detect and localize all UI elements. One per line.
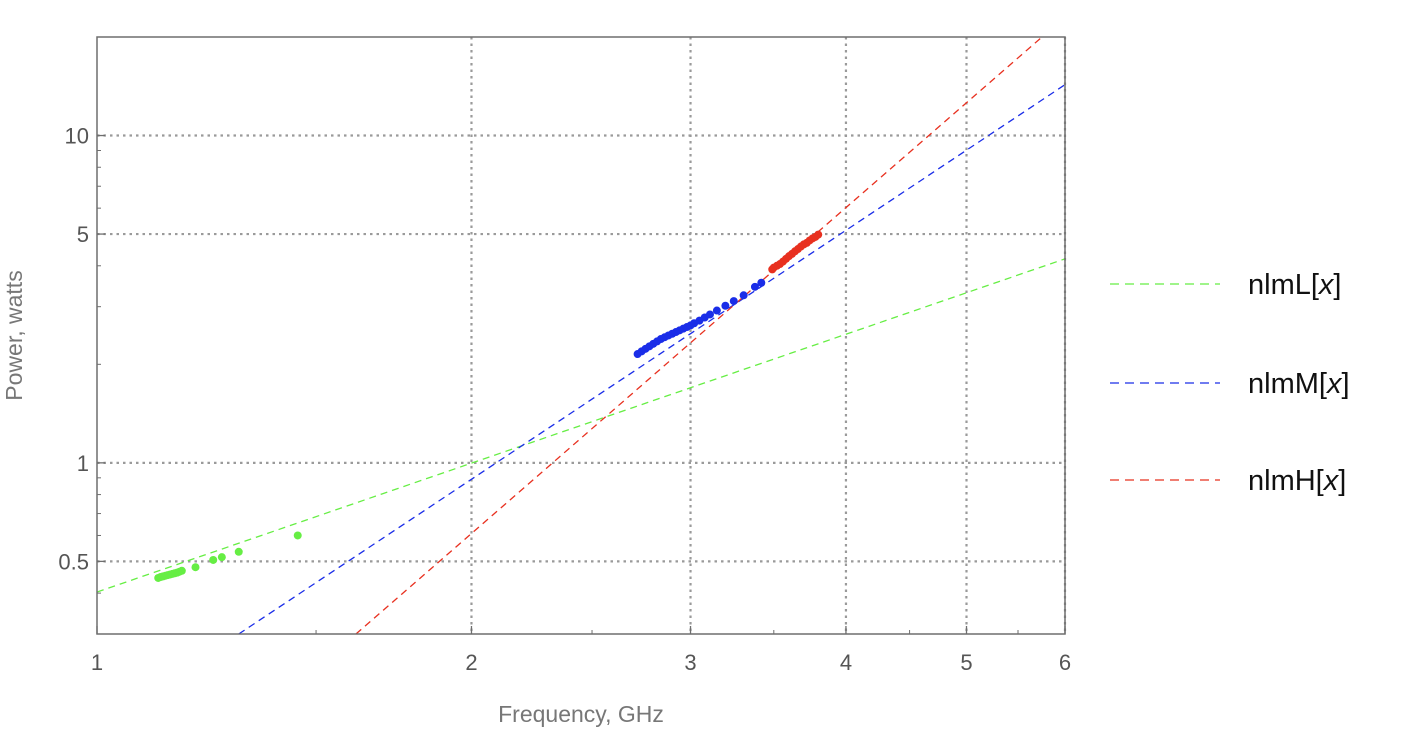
- fit-line-3: [355, 37, 1043, 634]
- x-tick-label: 3: [684, 650, 696, 675]
- data-point-series-1: [217, 553, 226, 562]
- data-point-series-2: [721, 301, 730, 310]
- x-tick-label: 4: [840, 650, 852, 675]
- data-point-series-3: [814, 230, 823, 239]
- legend-label-2: nlmM[x]: [1248, 368, 1350, 400]
- data-points: [154, 230, 823, 582]
- data-point-series-1: [234, 547, 243, 556]
- plot-frame: [96, 36, 1066, 635]
- data-point-series-1: [191, 563, 200, 572]
- legend: nlmL[x] nlmM[x] nlmH[x]: [1110, 269, 1350, 497]
- data-point-series-2: [739, 291, 748, 300]
- axis-ticks: 1 2 3 4 5 6 0.5 1 5 10: [58, 36, 1071, 675]
- y-tick-label: 1: [77, 451, 89, 476]
- data-point-series-1: [293, 531, 302, 540]
- data-point-series-1: [209, 555, 218, 564]
- data-point-series-2: [729, 297, 738, 306]
- legend-label-3: nlmH[x]: [1248, 465, 1346, 497]
- x-axis-label: Frequency, GHz: [498, 701, 664, 727]
- x-tick-label: 6: [1059, 650, 1071, 675]
- x-tick-label: 2: [465, 650, 477, 675]
- legend-label-1: nlmL[x]: [1248, 269, 1341, 301]
- y-tick-label: 0.5: [58, 549, 89, 574]
- data-point-series-1: [177, 566, 186, 575]
- x-tick-label: 1: [91, 650, 103, 675]
- data-point-series-2: [750, 282, 759, 291]
- y-axis-label: Power, watts: [1, 270, 27, 400]
- data-point-series-2: [705, 310, 714, 319]
- fit-lines: [97, 37, 1065, 634]
- data-point-series-2: [757, 278, 766, 287]
- y-tick-label: 5: [77, 222, 89, 247]
- y-tick-label: 10: [65, 124, 89, 149]
- fit-line-1: [97, 258, 1065, 593]
- fit-line-2: [238, 84, 1065, 634]
- grid-layer: [97, 37, 1067, 634]
- x-tick-label: 5: [960, 650, 972, 675]
- data-point-series-2: [712, 306, 721, 315]
